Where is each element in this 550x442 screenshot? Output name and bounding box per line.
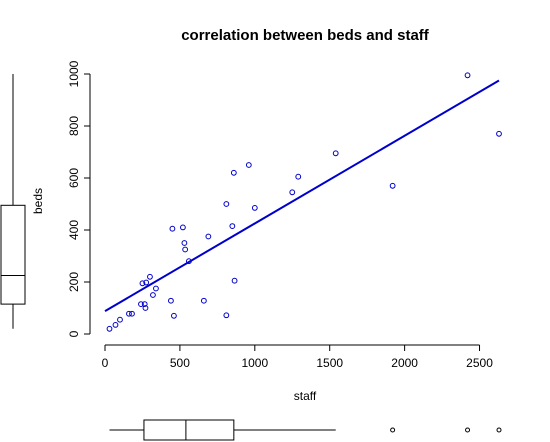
data-point — [295, 173, 302, 180]
y-tick-label: 0 — [67, 330, 81, 337]
data-point — [147, 273, 153, 280]
data-point — [200, 297, 207, 304]
data-point — [231, 277, 238, 284]
data-point — [142, 305, 149, 311]
x-tick-label: 500 — [170, 356, 190, 370]
x-tick-label: 2000 — [391, 356, 418, 370]
data-point — [245, 162, 252, 168]
data-point — [205, 233, 212, 240]
x-boxplot — [109, 419, 502, 441]
x-box — [143, 419, 235, 441]
y-boxplot — [0, 74, 26, 329]
data-point — [223, 312, 230, 319]
data-point — [106, 325, 113, 332]
x-outlier — [496, 427, 502, 433]
data-point — [182, 246, 189, 253]
data-point — [139, 280, 146, 287]
data-point — [389, 182, 396, 189]
data-point — [181, 240, 188, 246]
x-tick-label: 0 — [102, 356, 109, 370]
y-box — [0, 204, 26, 305]
chart-title: correlation between beds and staff — [181, 27, 430, 44]
data-point — [496, 130, 502, 137]
y-axis-label: beds — [31, 188, 45, 214]
x-tick-label: 1500 — [316, 356, 343, 370]
data-points — [106, 72, 502, 332]
data-point — [141, 301, 148, 308]
y-tick-label: 1000 — [67, 60, 81, 87]
data-point — [185, 258, 192, 265]
data-point — [117, 316, 123, 323]
data-point — [229, 223, 236, 230]
data-point — [180, 224, 186, 231]
data-point — [230, 169, 237, 176]
data-point — [168, 297, 174, 304]
axes: 0 500 1000 1500 2000 2500 0 200 400 600 800 1000 — [67, 60, 493, 370]
data-point — [112, 322, 119, 328]
x-tick-label: 1000 — [241, 356, 268, 370]
regression-line-group — [104, 79, 500, 312]
regression-line — [104, 79, 500, 312]
y-tick-label: 800 — [67, 116, 81, 136]
data-point — [289, 189, 296, 196]
x-tick-label: 2500 — [466, 356, 493, 370]
data-point — [138, 301, 144, 308]
data-point — [129, 310, 135, 317]
data-point — [169, 225, 176, 232]
data-point — [153, 285, 159, 292]
data-point — [126, 310, 132, 317]
data-point — [332, 150, 339, 157]
data-point — [150, 292, 156, 298]
x-outlier — [465, 427, 471, 433]
data-point — [171, 312, 177, 319]
data-point — [464, 72, 471, 79]
x-axis-label: staff — [294, 389, 317, 403]
data-point — [251, 205, 258, 211]
y-tick-label: 600 — [67, 168, 81, 188]
y-tick-label: 200 — [67, 272, 81, 292]
x-outlier — [390, 427, 396, 433]
data-point — [143, 279, 150, 286]
data-point — [223, 201, 230, 207]
y-tick-label: 400 — [67, 220, 81, 240]
